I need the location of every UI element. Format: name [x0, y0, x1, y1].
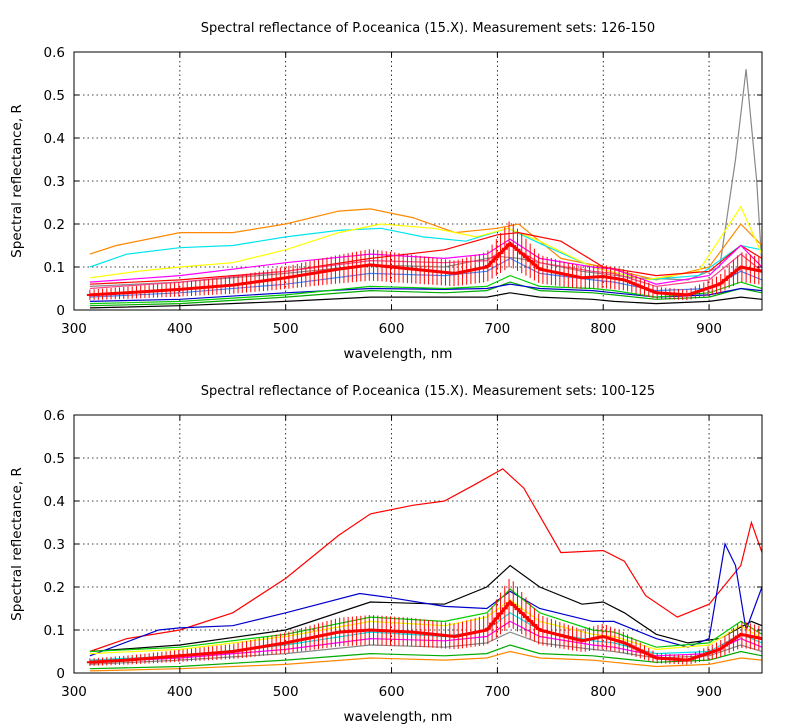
- y-tick-label: 0: [56, 303, 65, 319]
- y-tick-label: 0.4: [44, 131, 65, 147]
- series-line-8: [89, 257, 762, 298]
- y-tick-label: 0.1: [44, 260, 65, 276]
- series-line-5: [89, 599, 762, 655]
- y-tick-label: 0.2: [44, 580, 65, 596]
- x-tick-label: 600: [379, 684, 405, 700]
- y-tick-label: 0.3: [44, 537, 65, 553]
- plot-area: [86, 468, 762, 672]
- y-tick-label: 0.6: [44, 408, 65, 424]
- y-tick-label: 0.3: [44, 174, 65, 190]
- x-tick-label: 900: [696, 684, 722, 700]
- series-line-7: [89, 244, 762, 290]
- series-line-12: [89, 274, 762, 305]
- chart-panel-2: Spectral reflectance of P.oceanica (15.X…: [9, 384, 763, 725]
- series-line-11: [89, 292, 762, 309]
- y-tick-label: 0.4: [44, 494, 65, 510]
- chart-title: Spectral reflectance of P.oceanica (15.X…: [201, 384, 655, 399]
- series-line-4: [89, 588, 762, 653]
- y-tick-label: 0.2: [44, 217, 65, 233]
- x-tick-label: 600: [379, 321, 405, 337]
- y-tick-label: 0.6: [44, 45, 65, 61]
- series-line-10: [89, 283, 762, 302]
- series-line-1: [89, 69, 762, 287]
- y-tick-label: 0: [56, 666, 65, 682]
- plot-frame: [73, 414, 763, 674]
- x-tick-label: 300: [61, 321, 87, 337]
- series-line-6: [89, 238, 762, 285]
- x-axis-label: wavelength, nm: [344, 709, 453, 725]
- x-axis-label: wavelength, nm: [344, 346, 453, 362]
- x-tick-label: 900: [696, 321, 722, 337]
- x-tick-label: 500: [273, 684, 299, 700]
- series-line-7: [89, 620, 762, 663]
- plot-area: [86, 69, 762, 309]
- series-line-4: [89, 205, 762, 281]
- series-line-1: [89, 468, 762, 653]
- series-line-5: [89, 231, 762, 285]
- x-tick-label: 800: [590, 684, 616, 700]
- series-line-3: [89, 227, 762, 281]
- x-tick-label: 800: [590, 321, 616, 337]
- series-line-9: [89, 650, 762, 672]
- y-axis-label: Spectral reflectance, R: [9, 467, 25, 621]
- x-tick-label: 400: [167, 321, 193, 337]
- x-tick-label: 400: [167, 684, 193, 700]
- series-line-10: [89, 644, 762, 670]
- mean-line: [89, 241, 762, 297]
- series-line-2: [89, 564, 762, 653]
- x-tick-label: 700: [484, 684, 510, 700]
- y-axis-label: Spectral reflectance, R: [9, 104, 25, 258]
- plot-frame: [73, 51, 763, 311]
- y-tick-label: 0.5: [44, 451, 65, 467]
- chart-title: Spectral reflectance of P.oceanica (15.X…: [201, 21, 655, 36]
- chart-panel-1: Spectral reflectance of P.oceanica (15.X…: [9, 21, 763, 362]
- series-line-6: [89, 612, 762, 661]
- x-tick-label: 300: [61, 684, 87, 700]
- y-tick-label: 0.1: [44, 623, 65, 639]
- y-tick-label: 0.5: [44, 88, 65, 104]
- series-line-3: [89, 542, 762, 657]
- x-tick-label: 500: [273, 321, 299, 337]
- x-tick-label: 700: [484, 321, 510, 337]
